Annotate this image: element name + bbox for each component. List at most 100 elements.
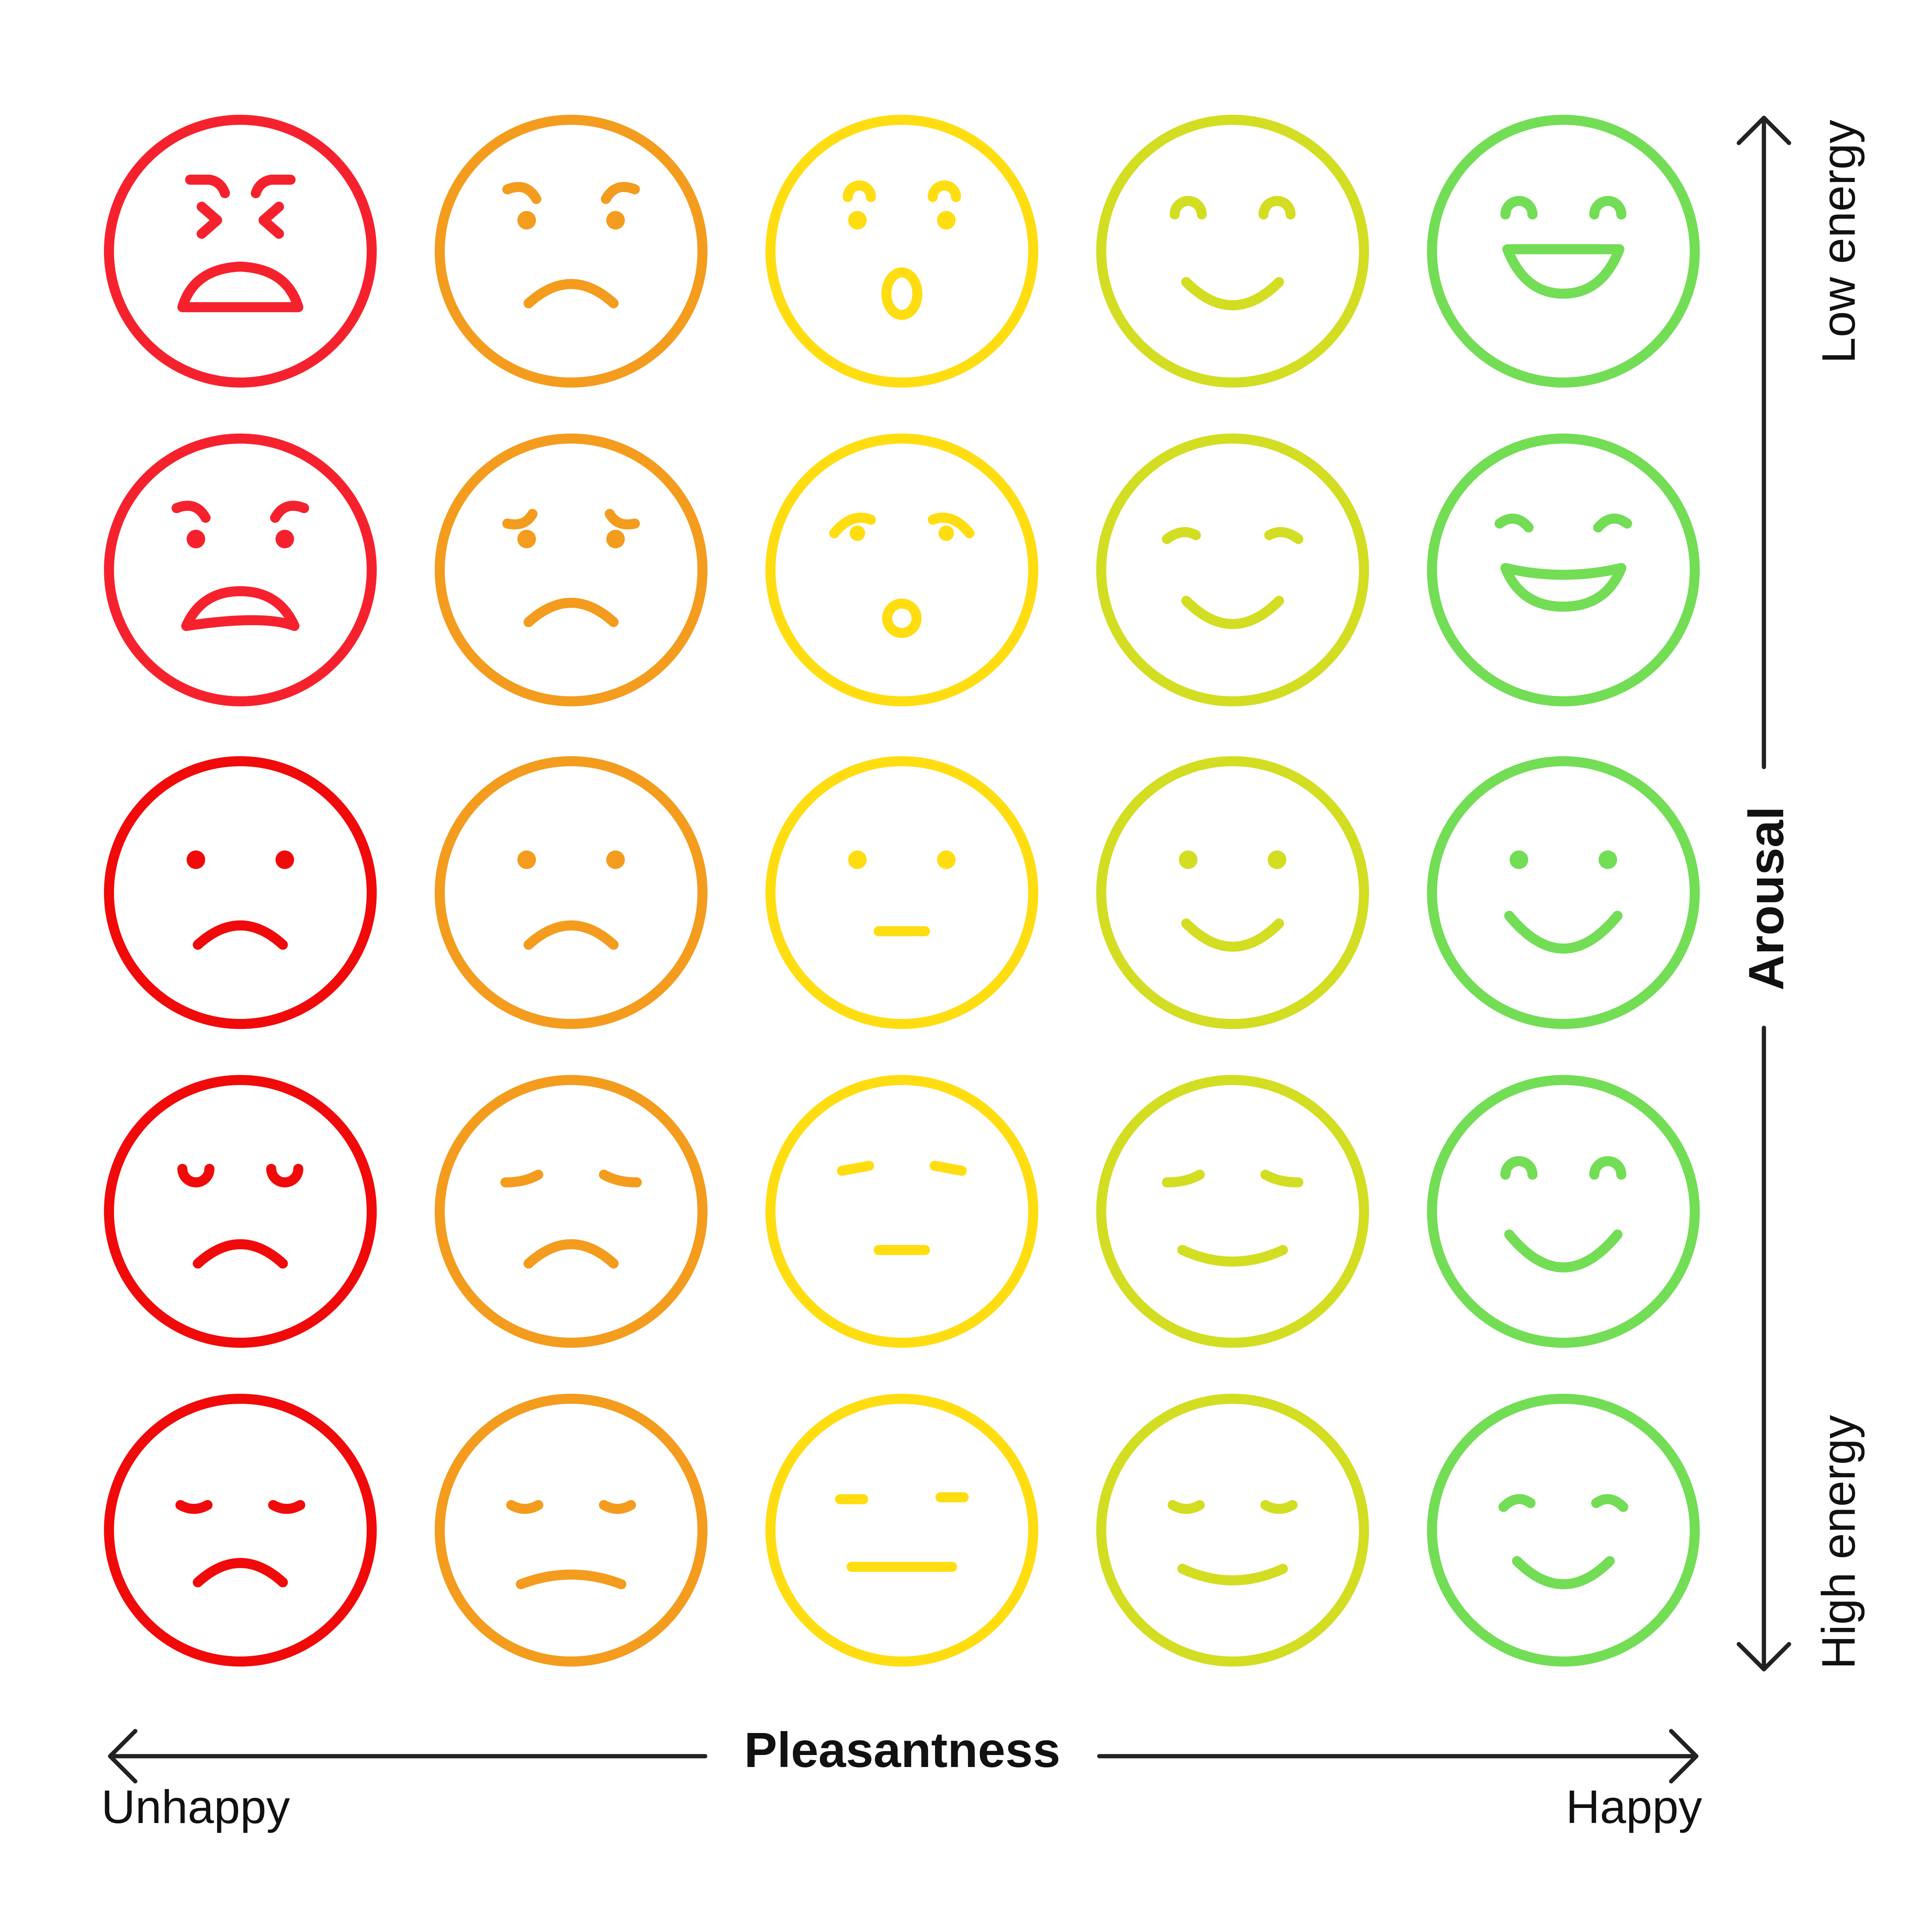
pleasantness-title: Pleasantness xyxy=(744,1723,1060,1778)
right-eye xyxy=(276,530,294,548)
left-eye xyxy=(517,211,536,230)
left-eye xyxy=(177,1164,214,1187)
mouth xyxy=(524,920,619,950)
face-outline xyxy=(435,1394,707,1667)
mouth xyxy=(524,1239,619,1269)
face-calm xyxy=(1096,1394,1369,1667)
mouth xyxy=(1181,918,1284,952)
left-eye xyxy=(1495,514,1534,532)
left-eye xyxy=(1498,1494,1536,1512)
face-outline xyxy=(765,1075,1038,1348)
mouth xyxy=(516,1570,626,1589)
face-pleased xyxy=(1096,434,1369,706)
left-eye xyxy=(848,211,867,230)
right-eye xyxy=(1259,196,1296,219)
left-eye xyxy=(500,1170,543,1187)
left-eye xyxy=(517,530,536,548)
face-outline xyxy=(765,1394,1038,1667)
left-eye xyxy=(187,850,205,869)
face-outline xyxy=(765,115,1038,388)
mouth xyxy=(524,598,619,627)
face-outline xyxy=(765,434,1038,706)
face-relaxed xyxy=(1096,1075,1369,1348)
face-indifferent xyxy=(765,1394,1038,1667)
face-outline xyxy=(104,756,377,1029)
face-grid xyxy=(104,115,1700,1667)
right-eye xyxy=(937,850,956,869)
right-eye xyxy=(606,530,625,548)
left-eye xyxy=(837,1161,874,1176)
left-brow xyxy=(502,182,541,204)
left-eye xyxy=(506,1500,543,1514)
right-eye xyxy=(1260,1170,1303,1187)
face-outline xyxy=(435,434,707,706)
left-eye xyxy=(1168,1500,1205,1514)
face-cheerful xyxy=(1096,115,1369,388)
right-eye xyxy=(937,211,956,230)
left-brow xyxy=(502,509,537,530)
mouth xyxy=(1181,596,1284,629)
face-outline xyxy=(1427,115,1700,388)
right-brow xyxy=(251,175,296,198)
left-eye xyxy=(1162,1170,1205,1187)
mouth xyxy=(181,586,299,631)
mouth xyxy=(524,279,619,308)
face-furious xyxy=(104,115,377,388)
face-sad xyxy=(104,756,377,1029)
right-brow xyxy=(605,509,640,530)
right-eye xyxy=(939,526,954,541)
right-eye xyxy=(1593,514,1632,532)
face-shocked xyxy=(765,115,1038,388)
mouth xyxy=(177,262,303,312)
right-eye xyxy=(930,1161,967,1176)
right-eye xyxy=(1589,196,1626,219)
unhappy-label: Unhappy xyxy=(101,1781,290,1833)
right-brow xyxy=(1264,527,1303,544)
right-eye xyxy=(606,850,625,869)
face-outline xyxy=(1427,1075,1700,1348)
right-eye-squint xyxy=(259,202,284,239)
face-delighted xyxy=(1427,434,1700,706)
mouth xyxy=(193,1558,288,1587)
arrow-up-icon xyxy=(1736,116,1791,145)
face-outline xyxy=(1427,756,1700,1029)
right-eye xyxy=(1589,1156,1626,1180)
face-outline xyxy=(104,1394,377,1667)
left-eye xyxy=(1179,850,1197,869)
low-energy-label: Low energy xyxy=(1812,120,1865,364)
left-eye xyxy=(175,1500,213,1514)
mouth xyxy=(193,1239,288,1269)
face-outline xyxy=(1096,1075,1369,1348)
left-brow xyxy=(1162,527,1201,544)
right-eye xyxy=(1260,1500,1298,1514)
right-brow xyxy=(270,500,309,523)
face-content xyxy=(1096,756,1369,1029)
face-worried xyxy=(435,434,707,706)
left-eye xyxy=(848,850,867,869)
right-brow xyxy=(928,512,975,538)
mouth xyxy=(1504,1230,1622,1272)
right-eye xyxy=(266,1164,303,1187)
arrow-down-icon xyxy=(1736,1642,1791,1672)
left-eye xyxy=(1500,1156,1537,1180)
mouth xyxy=(1177,1564,1288,1585)
face-angry xyxy=(104,434,377,706)
mouth xyxy=(1502,244,1624,299)
face-outline xyxy=(1096,115,1369,388)
mouth xyxy=(1512,1556,1615,1589)
face-annoyed xyxy=(435,115,707,388)
left-eye xyxy=(1170,196,1207,219)
pleasantness-axis: Pleasantness Unhappy Happy xyxy=(101,1723,1702,1833)
face-outline xyxy=(104,434,377,706)
right-eye xyxy=(606,211,625,230)
face-outline xyxy=(1427,1394,1700,1667)
face-outline xyxy=(104,115,377,388)
face-gloomy xyxy=(435,1075,707,1348)
face-downcast xyxy=(104,1075,377,1348)
mouth xyxy=(881,267,922,320)
left-brow xyxy=(829,512,876,538)
face-outline xyxy=(1096,434,1369,706)
left-eye xyxy=(1500,196,1537,219)
left-eye xyxy=(850,526,865,541)
